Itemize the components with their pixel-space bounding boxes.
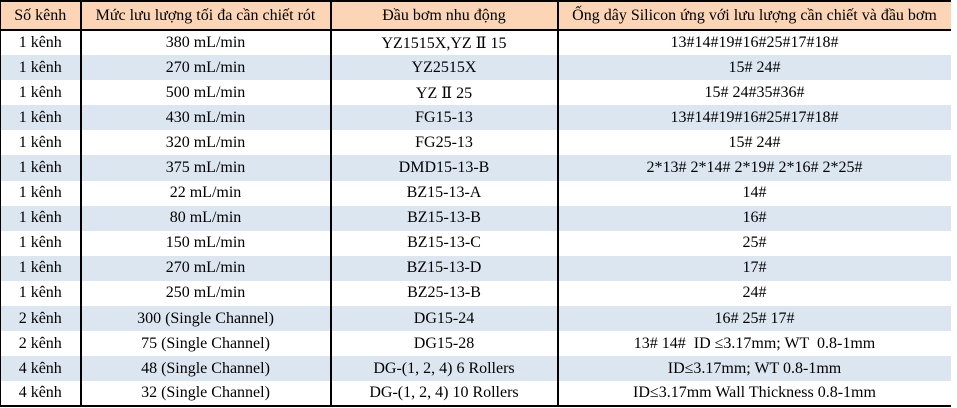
table-row: 4 kênh 48 (Single Channel) DG-(1, 2, 4) 6 … xyxy=(0,356,951,382)
table-cell: YZ Ⅱ 25 xyxy=(329,80,558,106)
table-row: 1 kênh 22 mL/min BZ15-13-A 14# xyxy=(0,180,951,206)
table-cell: YZ2515X xyxy=(329,55,558,81)
table-cell: YZ1515X,YZ Ⅱ 15 xyxy=(329,30,558,56)
table-cell: DG15-24 xyxy=(329,306,558,332)
table-row: 1 kênh 375 mL/min DMD15-13-B 2*13# 2*14# 2*… xyxy=(0,155,951,181)
table-row: 1 kênh 80 mL/min BZ15-13-B 16# xyxy=(0,205,951,231)
table-cell: 1 kênh xyxy=(18,234,62,252)
table-cell: 380 mL/min xyxy=(79,30,331,56)
table-cell: DMD15-13-B xyxy=(329,155,558,181)
table-cell: 13#14#19#16#25#17#18# xyxy=(556,105,951,131)
table-row: 2 kênh 75 (Single Channel) DG15-28 13# 14# … xyxy=(0,331,951,357)
table-cell: 16# xyxy=(556,205,951,231)
table-cell: FG25-13 xyxy=(329,130,558,156)
table-cell: 2 kênh xyxy=(18,309,62,327)
table-cell: BZ15-13-C xyxy=(329,230,558,256)
table-cell: 25# xyxy=(556,230,951,256)
table-cell: FG15-13 xyxy=(329,105,558,131)
table-cell: 1 kênh xyxy=(18,184,62,202)
table-cell: 16# 25# 17# xyxy=(556,306,951,332)
table-row: 1 kênh 270 mL/min YZ2515X 15# 24# xyxy=(0,55,951,81)
table-row: 1 kênh 430 mL/min FG15-13 13#14#19#16#25#17… xyxy=(0,105,951,131)
table-cell: 80 mL/min xyxy=(79,205,331,231)
table-row: 1 kênh 380 mL/min YZ1515X,YZ Ⅱ 15 13#14#19#… xyxy=(0,30,951,56)
table-cell: ID≤3.17mm; WT 0.8-1mm xyxy=(556,356,951,382)
table-cell: 1 kênh xyxy=(18,284,62,302)
table-row: 1 kênh 150 mL/min BZ15-13-C 25# xyxy=(0,230,951,256)
table-cell: 150 mL/min xyxy=(79,230,331,256)
table-cell: 22 mL/min xyxy=(79,180,331,206)
table-cell: 15# 24#35#36# xyxy=(556,80,951,106)
header-row: Số kênh Mức lưu lượng tối đa cần chiết ró… xyxy=(0,1,951,31)
table-cell: BZ15-13-D xyxy=(329,255,558,281)
header-cell: Đầu bơm nhu động xyxy=(329,1,558,31)
table-cell: 4 kênh xyxy=(18,359,62,377)
table-row: 2 kênh 300 (Single Channel) DG15-24 16# 25#… xyxy=(0,306,951,332)
table-cell: 4 kênh xyxy=(18,384,62,402)
table-cell: 250 mL/min xyxy=(79,280,331,307)
table-cell: 32 (Single Channel) xyxy=(79,381,331,407)
table-cell: 2*13# 2*14# 2*19# 2*16# 2*25# xyxy=(556,155,951,181)
table-cell: BZ15-13-B xyxy=(329,205,558,231)
table-cell: 2 kênh xyxy=(18,334,62,352)
table-cell: 15# 24# xyxy=(556,55,951,81)
table-cell: 17# xyxy=(556,255,951,281)
table-cell: 75 (Single Channel) xyxy=(79,331,331,357)
header-cell: Số kênh xyxy=(0,1,81,31)
table-cell: 320 mL/min xyxy=(79,130,331,156)
table-cell: 430 mL/min xyxy=(79,105,331,131)
table-cell: 1 kênh xyxy=(18,108,62,126)
table-cell: 1 kênh xyxy=(18,259,62,277)
table-cell: 500 mL/min xyxy=(79,80,331,106)
table-cell: 48 (Single Channel) xyxy=(79,356,331,382)
table-cell: 15# 24# xyxy=(556,130,951,156)
table-cell: 1 kênh xyxy=(18,133,62,151)
table-cell: BZ15-13-A xyxy=(329,180,558,206)
table-cell: 270 mL/min xyxy=(79,55,331,81)
table-cell: 1 kênh xyxy=(18,83,62,101)
table-cell: 270 mL/min xyxy=(79,255,331,281)
header-cell: Ống dây Silicon ứng với lưu lượng cần ch… xyxy=(556,1,951,31)
table-cell: 375 mL/min xyxy=(79,155,331,181)
table-cell: 1 kênh xyxy=(18,159,62,177)
table-cell: 1 kênh xyxy=(18,209,62,227)
table-row: 1 kênh 500 mL/min YZ Ⅱ 25 15# 24#35#36# xyxy=(0,80,951,106)
table-cell: 1 kênh xyxy=(18,58,62,76)
table-cell: 14# xyxy=(556,180,951,206)
table-header: Số kênh Mức lưu lượng tối đa cần chiết ró… xyxy=(0,1,951,31)
table-row: 1 kênh 250 mL/min BZ25-13-B 24# xyxy=(0,280,951,307)
table-cell: ID≤3.17mm Wall Thickness 0.8-1mm xyxy=(556,381,951,407)
table-row: 4 kênh 32 (Single Channel) DG-(1, 2, 4) 10… xyxy=(0,381,951,407)
table-row: 1 kênh 270 mL/min BZ15-13-D 17# xyxy=(0,255,951,281)
table-cell: 300 (Single Channel) xyxy=(79,306,331,332)
table-cell: BZ25-13-B xyxy=(329,280,558,307)
table-cell: 1 kênh xyxy=(18,34,62,52)
table-cell: DG15-28 xyxy=(329,331,558,357)
table-body: 1 kênh 380 mL/min YZ1515X,YZ Ⅱ 15 13#14#19#… xyxy=(0,30,951,407)
table-cell: DG-(1, 2, 4) 10 Rollers xyxy=(329,381,558,407)
header-cell: Mức lưu lượng tối đa cần chiết rót xyxy=(79,1,331,31)
table-cell: 24# xyxy=(556,280,951,307)
table-cell: 13#14#19#16#25#17#18# xyxy=(556,30,951,56)
table-cell: DG-(1, 2, 4) 6 Rollers xyxy=(329,356,558,382)
table-row: 1 kênh 320 mL/min FG25-13 15# 24# xyxy=(0,130,951,156)
table-cell: 13# 14# ID ≤3.17mm; WT 0.8-1mm xyxy=(556,331,951,357)
